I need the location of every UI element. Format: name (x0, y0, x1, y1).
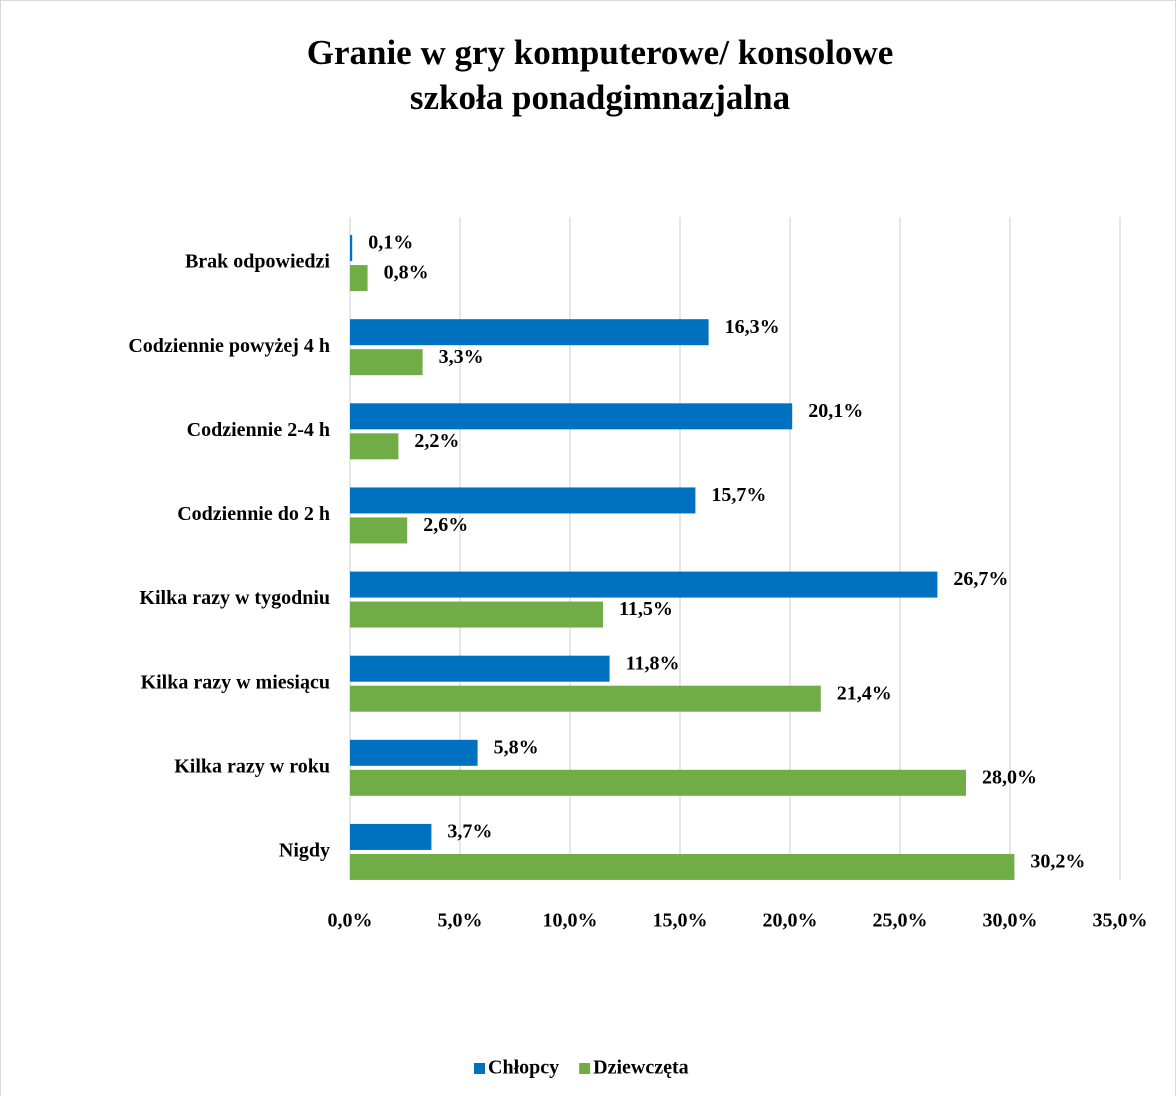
bar (350, 319, 709, 346)
chart-title: Granie w gry komputerowe/ konsolowe (307, 33, 894, 72)
data-label: 28,0% (982, 766, 1037, 788)
data-label: 16,3% (725, 316, 780, 338)
x-tick-label: 5,0% (438, 910, 483, 932)
data-label: 3,7% (447, 821, 492, 843)
y-tick-label: Codziennie powyżej 4 h (128, 335, 330, 357)
bar (350, 433, 399, 460)
y-tick-label: Kilka razy w tygodniu (139, 587, 330, 609)
x-tick-label: 0,0% (328, 910, 373, 932)
bar (350, 655, 610, 682)
data-label: 11,5% (619, 598, 673, 620)
y-tick-label: Kilka razy w roku (174, 755, 330, 777)
x-tick-label: 15,0% (653, 910, 708, 932)
legend-label: Chłopcy (488, 1057, 559, 1079)
legend-swatch (579, 1063, 591, 1074)
data-label: 26,7% (953, 568, 1008, 590)
y-tick-label: Brak odpowiedzi (185, 251, 330, 273)
bar (350, 235, 353, 262)
legend-swatch (474, 1063, 485, 1074)
data-label: 11,8% (626, 652, 680, 674)
x-tick-label: 30,0% (983, 910, 1038, 932)
data-label: 20,1% (808, 400, 863, 422)
data-label: 2,2% (414, 430, 459, 452)
data-label: 0,1% (368, 232, 413, 254)
bar (350, 265, 368, 292)
data-label: 5,8% (494, 736, 539, 758)
legend-label: Dziewczęta (593, 1057, 689, 1079)
bar (350, 685, 821, 712)
data-label: 0,8% (384, 262, 429, 284)
bar (350, 517, 408, 544)
bar (350, 349, 423, 376)
x-tick-label: 35,0% (1093, 910, 1148, 932)
data-label: 21,4% (837, 682, 892, 704)
y-tick-label: Codziennie do 2 h (177, 503, 330, 525)
data-label: 30,2% (1030, 851, 1085, 873)
x-tick-label: 20,0% (763, 910, 818, 932)
bar (350, 403, 793, 430)
bar (350, 601, 603, 628)
x-tick-label: 25,0% (873, 910, 928, 932)
bar (350, 769, 966, 796)
y-tick-label: Nigdy (279, 840, 330, 862)
bar (350, 487, 696, 514)
y-tick-label: Kilka razy w miesiącu (141, 671, 330, 693)
data-label: 3,3% (439, 346, 484, 368)
bar (350, 823, 432, 850)
y-tick-label: Codziennie 2-4 h (187, 419, 330, 441)
bar (350, 853, 1015, 880)
bar (350, 739, 478, 766)
x-tick-label: 10,0% (543, 910, 598, 932)
data-label: 15,7% (711, 484, 766, 506)
chart-title: szkoła ponadgimnazjalna (410, 78, 790, 117)
data-label: 2,6% (423, 514, 468, 536)
bar (350, 571, 938, 598)
